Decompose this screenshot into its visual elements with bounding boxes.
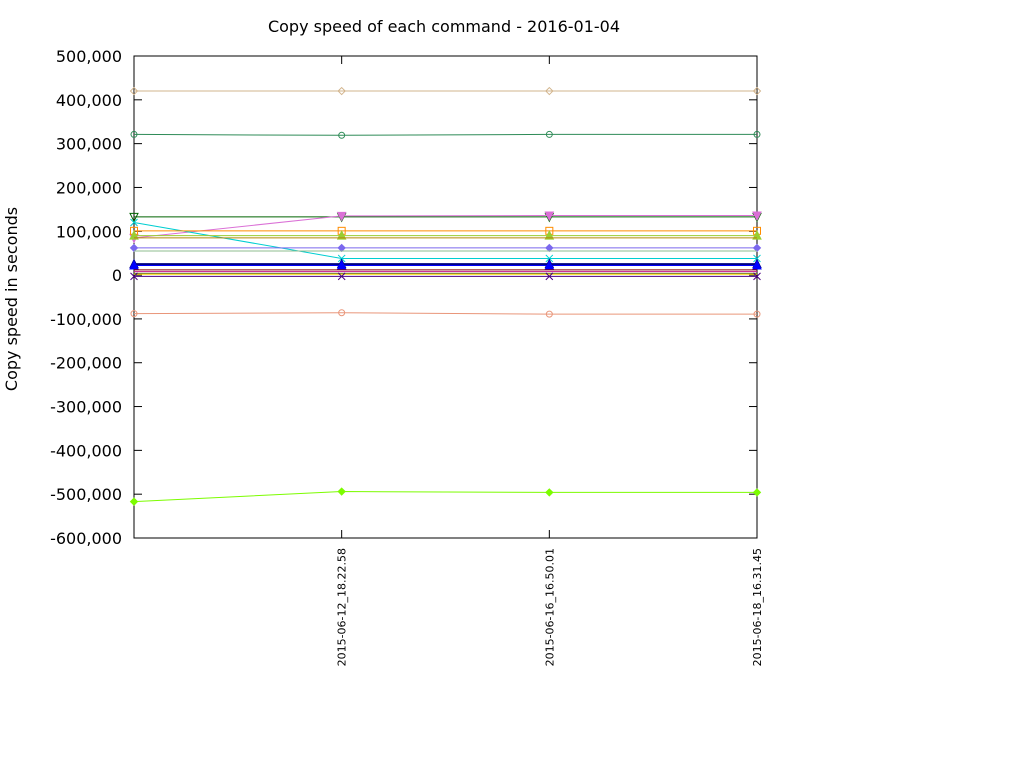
series-10 — [129, 258, 762, 269]
data-point — [130, 130, 138, 138]
data-point — [544, 259, 555, 270]
y-tick-label: 300,000 — [56, 135, 122, 154]
series-line — [133, 491, 757, 503]
y-tick-label: -600,000 — [50, 529, 122, 548]
y-axis-label: Copy speed in seconds — [2, 207, 21, 391]
data-point — [545, 130, 553, 138]
data-point — [752, 259, 762, 270]
y-tick-label: 0 — [112, 266, 122, 285]
series-16 — [130, 272, 761, 281]
data-point — [129, 86, 139, 96]
data-point — [129, 230, 139, 240]
data-point — [545, 243, 554, 253]
data-point — [544, 230, 555, 240]
series-2 — [129, 212, 762, 223]
data-point — [545, 272, 554, 281]
data-point — [545, 86, 554, 96]
data-point — [336, 211, 347, 222]
series-line — [133, 214, 757, 239]
y-tick-label: -300,000 — [50, 398, 122, 417]
data-point — [753, 130, 761, 138]
data-point — [337, 243, 346, 253]
series-6 — [129, 230, 762, 240]
y-tick-label: -100,000 — [50, 310, 122, 329]
y-tick-label: 100,000 — [56, 222, 122, 241]
data-point — [752, 488, 762, 497]
y-tick-label: 500,000 — [56, 47, 122, 66]
data-point — [129, 212, 139, 223]
series-11 — [129, 259, 762, 270]
x-tick-label: 2015-06-18_16.31.45 — [751, 548, 764, 666]
series-1 — [130, 130, 761, 139]
data-point — [337, 272, 346, 281]
data-point — [337, 254, 346, 263]
data-point — [337, 487, 346, 496]
y-tick-label: 200,000 — [56, 178, 122, 197]
x-tick-label: 2015-06-12_18.22.58 — [336, 548, 349, 666]
series-line — [133, 222, 757, 259]
data-point — [338, 131, 346, 139]
data-point — [130, 272, 138, 281]
data-point — [130, 310, 138, 318]
series-18 — [129, 487, 762, 506]
data-point — [545, 310, 553, 318]
data-point — [544, 211, 555, 222]
data-point — [753, 272, 761, 281]
data-point — [545, 254, 554, 263]
data-point — [545, 488, 554, 497]
data-point — [336, 230, 347, 240]
series-8 — [129, 243, 762, 253]
y-tick-label: -400,000 — [50, 441, 122, 460]
series-line — [133, 312, 757, 315]
x-axis: 2015-06-12_18.22.58 2015-06-16_16.50.01 20… — [336, 56, 764, 666]
series-line — [133, 133, 757, 136]
x-tick-label: 2015-06-16_16.50.01 — [543, 548, 556, 666]
data-point — [130, 218, 138, 227]
series-17 — [130, 309, 761, 318]
data-point — [336, 259, 347, 270]
data-point — [753, 310, 761, 318]
y-axis: 500,000 400,000 300,000 200,000 100,000 0 -100… — [50, 47, 757, 548]
data-point — [752, 230, 762, 240]
data-point — [752, 211, 762, 222]
series-group — [129, 86, 762, 506]
data-point — [337, 86, 346, 96]
data-point — [129, 497, 139, 506]
data-point — [752, 243, 762, 253]
data-point — [129, 259, 139, 270]
y-tick-label: 400,000 — [56, 91, 122, 110]
chart-title: Copy speed of each command - 2016-01-04 — [268, 17, 620, 36]
y-tick-label: -200,000 — [50, 354, 122, 373]
series-0 — [129, 86, 762, 96]
series-4 — [130, 218, 761, 263]
plot-area-border — [133, 55, 758, 539]
data-point — [129, 243, 139, 253]
data-point — [752, 86, 762, 96]
data-point — [753, 254, 761, 263]
y-tick-label: -500,000 — [50, 485, 122, 504]
data-point — [338, 309, 346, 317]
